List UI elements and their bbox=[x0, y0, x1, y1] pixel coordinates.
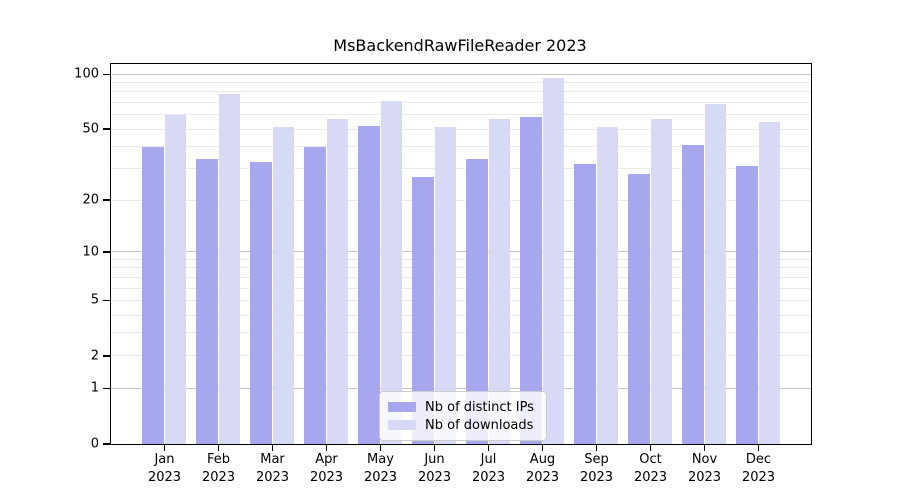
y-tick-mark-2 bbox=[103, 355, 110, 357]
y-tick-mark-20 bbox=[103, 199, 110, 201]
x-tick-mark-jul-2023 bbox=[487, 444, 490, 451]
legend-label: Nb of downloads bbox=[425, 417, 534, 433]
gridline-100 bbox=[111, 73, 811, 75]
bar-nb-of-downloads-mar-2023 bbox=[272, 127, 294, 444]
bar-nb-of-downloads-may-2023 bbox=[380, 101, 402, 444]
bar-nb-of-distinct-ips-aug-2023 bbox=[520, 117, 542, 444]
gridline-60 bbox=[111, 114, 811, 116]
x-tick-label-jan-2023: Jan 2023 bbox=[147, 452, 182, 485]
gridline-80 bbox=[111, 91, 811, 93]
legend-item-0: Nb of distinct IPs bbox=[388, 398, 538, 416]
gridline-70 bbox=[111, 102, 811, 104]
y-tick-mark-10 bbox=[103, 251, 110, 253]
bar-nb-of-distinct-ips-oct-2023 bbox=[628, 174, 650, 444]
x-tick-mark-sep-2023 bbox=[595, 444, 598, 451]
legend: Nb of distinct IPs Nb of downloads bbox=[379, 391, 547, 441]
x-tick-mark-oct-2023 bbox=[649, 444, 652, 451]
gridline-4 bbox=[111, 314, 811, 316]
x-tick-label-oct-2023: Oct 2023 bbox=[633, 452, 668, 485]
bar-nb-of-distinct-ips-jun-2023 bbox=[412, 177, 434, 444]
x-tick-label-jul-2023: Jul 2023 bbox=[471, 452, 506, 485]
bar-nb-of-downloads-apr-2023 bbox=[326, 118, 348, 444]
gridline-20 bbox=[111, 199, 811, 201]
gridline-1 bbox=[111, 387, 811, 389]
x-tick-mark-jun-2023 bbox=[433, 444, 436, 451]
x-tick-label-apr-2023: Apr 2023 bbox=[309, 452, 344, 485]
y-tick-label-5: 5 bbox=[90, 292, 99, 308]
plot-area: 0 1 2 5 10 20 50 100 Nb of distinct IPs Nb of do… bbox=[74, 63, 812, 452]
x-tick-mark-dec-2023 bbox=[757, 444, 760, 451]
bar-nb-of-distinct-ips-feb-2023 bbox=[196, 159, 218, 444]
x-tick-mark-apr-2023 bbox=[325, 444, 328, 451]
y-tick-mark-0 bbox=[103, 443, 110, 445]
y-tick-label-2: 2 bbox=[90, 348, 99, 364]
x-tick-label-sep-2023: Sep 2023 bbox=[579, 452, 614, 485]
x-tick-label-jun-2023: Jun 2023 bbox=[417, 452, 452, 485]
y-tick-label-0: 0 bbox=[90, 436, 99, 452]
x-tick-mark-may-2023 bbox=[379, 444, 382, 451]
gridline-10 bbox=[111, 251, 811, 253]
bar-nb-of-downloads-jan-2023 bbox=[164, 114, 186, 444]
gridline-8 bbox=[111, 267, 811, 269]
y-tick-label-50: 50 bbox=[82, 121, 99, 137]
bar-nb-of-distinct-ips-dec-2023 bbox=[736, 166, 758, 444]
gridline-40 bbox=[111, 146, 811, 148]
x-tick-mark-feb-2023 bbox=[217, 444, 220, 451]
y-tick-label-10: 10 bbox=[82, 244, 99, 260]
bar-nb-of-downloads-nov-2023 bbox=[704, 103, 726, 444]
chart-title: MsBackendRawFileReader 2023 bbox=[333, 36, 587, 55]
y-tick-mark-100 bbox=[103, 73, 110, 76]
bar-nb-of-downloads-oct-2023 bbox=[650, 118, 672, 444]
y-tick-mark-5 bbox=[103, 299, 110, 302]
x-tick-mark-nov-2023 bbox=[703, 444, 706, 451]
gridline-6 bbox=[111, 287, 811, 289]
gridline-90 bbox=[111, 82, 811, 84]
gridline-2 bbox=[111, 355, 811, 357]
bar-nb-of-distinct-ips-apr-2023 bbox=[304, 146, 326, 444]
x-tick-label-aug-2023: Aug 2023 bbox=[525, 452, 560, 485]
x-tick-label-nov-2023: Nov 2023 bbox=[687, 452, 722, 485]
bar-nb-of-downloads-jul-2023 bbox=[488, 118, 510, 444]
bar-nb-of-downloads-dec-2023 bbox=[758, 121, 780, 444]
x-tick-label-may-2023: May 2023 bbox=[363, 452, 398, 485]
x-tick-label-mar-2023: Mar 2023 bbox=[255, 452, 290, 485]
legend-item-1: Nb of downloads bbox=[388, 416, 538, 434]
legend-label: Nb of distinct IPs bbox=[425, 399, 534, 415]
y-tick-label-100: 100 bbox=[74, 66, 99, 82]
bar-nb-of-downloads-jun-2023 bbox=[434, 127, 456, 444]
bar-nb-of-downloads-aug-2023 bbox=[542, 78, 564, 444]
x-tick-mark-aug-2023 bbox=[541, 444, 544, 451]
y-tick-mark-50 bbox=[103, 128, 110, 130]
gridline-9 bbox=[111, 259, 811, 261]
y-tick-label-20: 20 bbox=[82, 192, 99, 208]
y-tick-label-1: 1 bbox=[90, 380, 99, 396]
x-tick-label-dec-2023: Dec 2023 bbox=[741, 452, 776, 485]
gridline-7 bbox=[111, 276, 811, 278]
bar-nb-of-distinct-ips-nov-2023 bbox=[682, 144, 704, 444]
bar-nb-of-distinct-ips-may-2023 bbox=[358, 125, 380, 444]
x-tick-mark-jan-2023 bbox=[163, 444, 166, 451]
bar-nb-of-distinct-ips-jul-2023 bbox=[466, 159, 488, 444]
gridline-50 bbox=[111, 128, 811, 130]
gridline-30 bbox=[111, 168, 811, 170]
y-tick-mark-1 bbox=[103, 387, 110, 390]
bar-nb-of-downloads-sep-2023 bbox=[596, 127, 618, 444]
bar-nb-of-distinct-ips-mar-2023 bbox=[250, 161, 272, 444]
gridline-5 bbox=[111, 299, 811, 301]
legend-swatch-icon bbox=[388, 402, 416, 412]
x-tick-mark-mar-2023 bbox=[271, 444, 274, 451]
x-tick-label-feb-2023: Feb 2023 bbox=[201, 452, 236, 485]
bar-nb-of-downloads-feb-2023 bbox=[218, 93, 240, 444]
bar-nb-of-distinct-ips-sep-2023 bbox=[574, 163, 596, 444]
gridline-3 bbox=[111, 332, 811, 334]
bar-nb-of-distinct-ips-jan-2023 bbox=[142, 146, 164, 444]
legend-swatch-icon bbox=[388, 420, 416, 430]
